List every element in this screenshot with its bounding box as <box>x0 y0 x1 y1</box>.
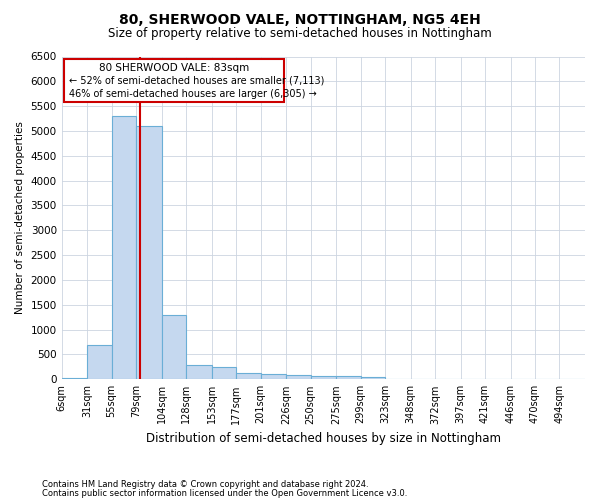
Bar <box>62 378 87 380</box>
Text: Size of property relative to semi-detached houses in Nottingham: Size of property relative to semi-detach… <box>108 28 492 40</box>
FancyBboxPatch shape <box>64 59 284 102</box>
Bar <box>236 373 260 380</box>
Text: 46% of semi-detached houses are larger (6,305) →: 46% of semi-detached houses are larger (… <box>69 88 317 99</box>
Text: 80 SHERWOOD VALE: 83sqm: 80 SHERWOOD VALE: 83sqm <box>99 63 249 73</box>
Bar <box>336 376 361 380</box>
Bar <box>186 366 212 380</box>
Bar <box>311 376 336 380</box>
Bar <box>260 374 286 380</box>
Bar <box>112 116 136 380</box>
Bar <box>212 367 236 380</box>
Bar <box>136 126 161 380</box>
Text: 80, SHERWOOD VALE, NOTTINGHAM, NG5 4EH: 80, SHERWOOD VALE, NOTTINGHAM, NG5 4EH <box>119 12 481 26</box>
Bar <box>161 314 186 380</box>
Text: Contains HM Land Registry data © Crown copyright and database right 2024.: Contains HM Land Registry data © Crown c… <box>42 480 368 489</box>
X-axis label: Distribution of semi-detached houses by size in Nottingham: Distribution of semi-detached houses by … <box>146 432 501 445</box>
Bar <box>361 377 385 380</box>
Bar <box>286 375 311 380</box>
Text: Contains public sector information licensed under the Open Government Licence v3: Contains public sector information licen… <box>42 488 407 498</box>
Y-axis label: Number of semi-detached properties: Number of semi-detached properties <box>15 122 25 314</box>
Bar <box>87 344 112 380</box>
Text: ← 52% of semi-detached houses are smaller (7,113): ← 52% of semi-detached houses are smalle… <box>69 75 324 85</box>
